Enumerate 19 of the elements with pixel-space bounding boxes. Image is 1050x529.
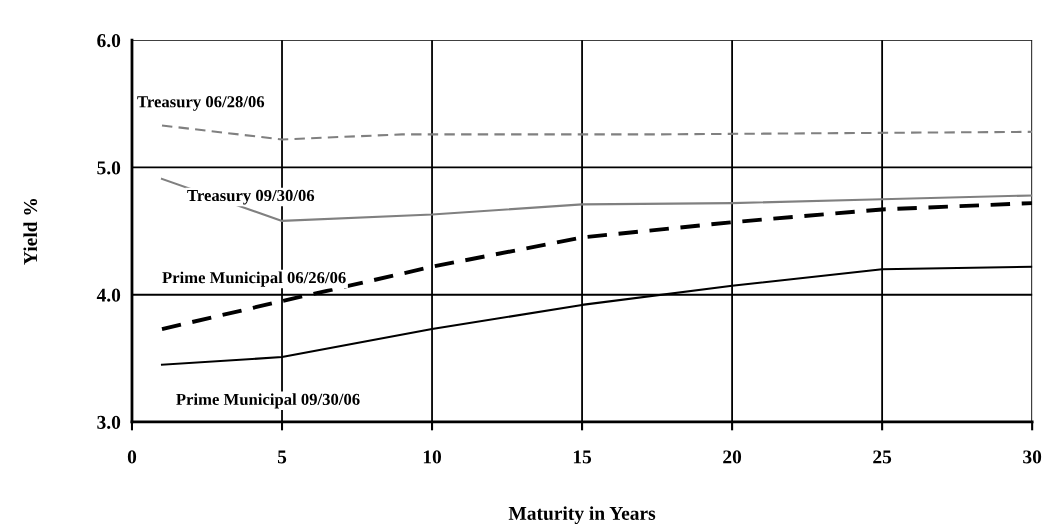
series-label: Treasury 06/28/06 xyxy=(137,96,265,111)
series-label: Prime Municipal 09/30/06 xyxy=(176,393,360,409)
x-tick-label: 15 xyxy=(573,450,592,464)
x-tick-label: 10 xyxy=(423,450,442,464)
series-label: Prime Municipal 06/26/06 xyxy=(162,271,346,287)
x-tick-label: 5 xyxy=(277,450,287,464)
line-series xyxy=(160,177,1033,222)
y-tick-label: 3.0 xyxy=(97,415,121,430)
x-tick-label: 30 xyxy=(1023,450,1042,464)
series-label: Treasury 09/30/06 xyxy=(187,189,315,205)
y-tick-label: 6.0 xyxy=(97,34,121,48)
x-tick-label: 0 xyxy=(127,450,137,464)
line-series xyxy=(160,124,1033,141)
y-tick-label: 5.0 xyxy=(97,161,121,175)
x-axis-title: Maturity in Years xyxy=(508,506,656,524)
x-tick-label: 20 xyxy=(723,450,742,464)
y-tick-label: 4.0 xyxy=(96,288,121,302)
x-tick-label: 25 xyxy=(873,450,892,464)
y-axis-title: Yield % xyxy=(23,198,38,265)
